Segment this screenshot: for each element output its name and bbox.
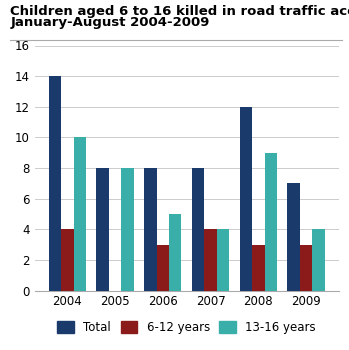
Text: Children aged 6 to 16 killed in road traffic accidents.: Children aged 6 to 16 killed in road tra… (10, 5, 349, 18)
Bar (96, 168, 109, 290)
Bar (205, 229, 217, 290)
Bar (157, 245, 169, 290)
Bar (252, 245, 265, 290)
Text: January-August 2004-2009: January-August 2004-2009 (10, 16, 210, 29)
Bar (192, 168, 205, 290)
Bar (288, 183, 300, 290)
Bar (49, 76, 61, 290)
Bar (240, 107, 252, 290)
Bar (312, 229, 325, 290)
Legend: Total, 6-12 years, 13-16 years: Total, 6-12 years, 13-16 years (58, 321, 316, 334)
Bar (61, 229, 74, 290)
Bar (74, 137, 86, 290)
Bar (300, 245, 312, 290)
Bar (217, 229, 229, 290)
Bar (169, 214, 181, 290)
Bar (265, 153, 277, 290)
Bar (121, 168, 134, 290)
Bar (144, 168, 157, 290)
